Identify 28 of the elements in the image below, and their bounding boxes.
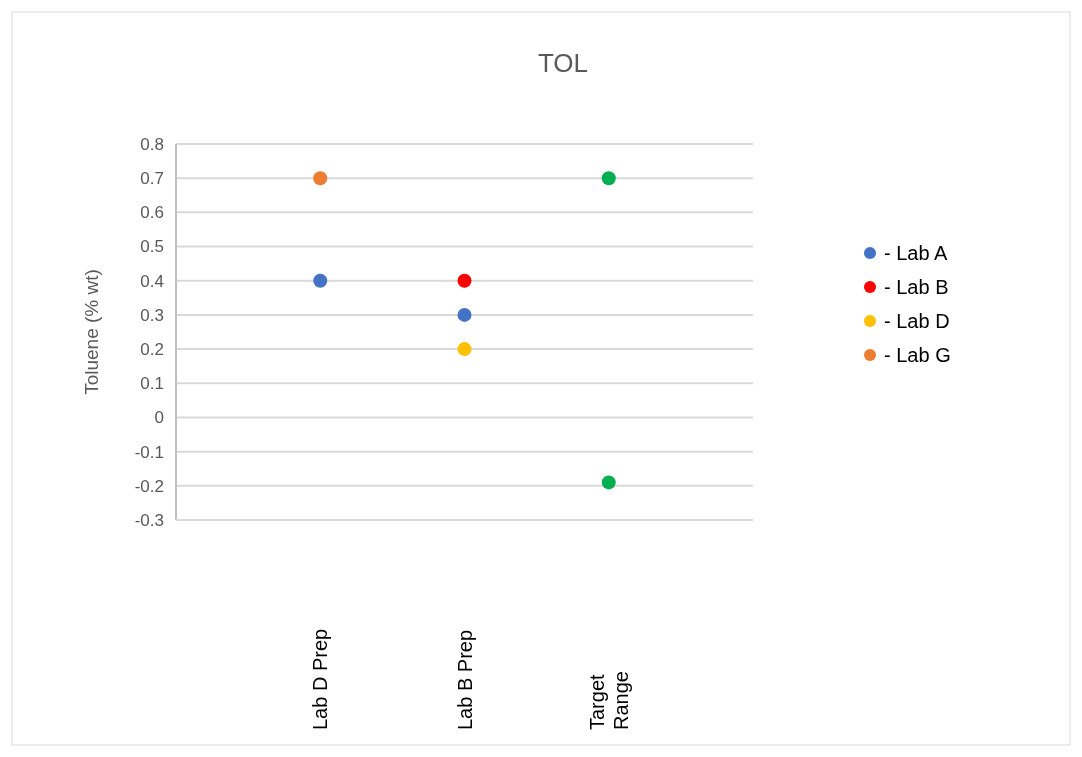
legend-label: - Lab B [884,276,949,298]
point [313,171,328,186]
y-tick-label: 0.2 [140,340,164,360]
y-tick-label: 0.1 [140,374,164,394]
point [457,307,472,322]
legend-label: - Lab A [884,242,949,264]
point [313,273,328,288]
y-tick-label: 0.3 [140,305,164,325]
y-tick-label: 0.6 [140,203,164,223]
legend-label: - Lab G [884,344,951,366]
legend-label: - Lab D [884,310,950,332]
y-axis-title: Toluene (% wt) [81,269,102,395]
x-tick-label: Lab D Prep [309,628,332,730]
y-tick-label: -0.1 [134,442,164,462]
x-tick-label: Target Range [585,671,632,730]
y-tick-label: -0.3 [134,510,164,530]
point [601,171,616,186]
y-tick-label: 0.8 [140,134,164,154]
y-tick-label: 0 [154,408,164,428]
y-tick-label: 0.7 [140,169,164,189]
point [457,273,472,288]
point [457,342,472,357]
x-tick-label: Lab B Prep [453,629,476,730]
y-tick-label: 0.5 [140,237,164,257]
chart-title: TOL [537,48,589,78]
y-tick-label: -0.2 [134,476,164,496]
y-tick-label: 0.4 [140,271,164,291]
point [601,475,616,490]
